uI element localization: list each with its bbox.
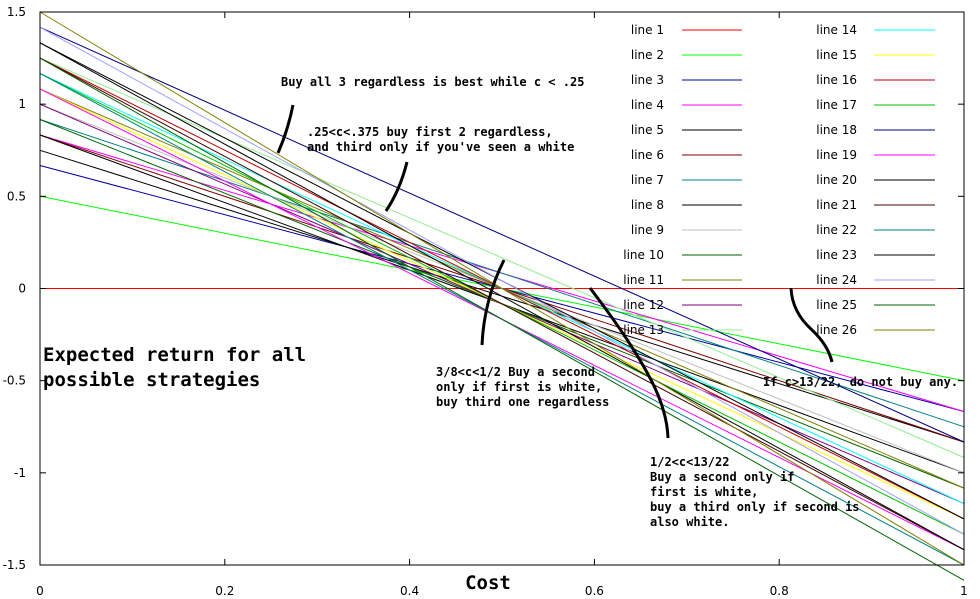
annotation-line: buy a third only if second is (650, 500, 860, 514)
annotation-2: .25<c<.375 buy first 2 regardless, and th… (307, 125, 574, 154)
legend-label: line 21 (816, 198, 857, 212)
legend-label: line 19 (816, 148, 857, 162)
legend-label: line 17 (816, 98, 857, 112)
legend-label: line 18 (816, 123, 857, 137)
bracket-05-1322 (588, 287, 670, 439)
legend-label: line 10 (623, 248, 664, 262)
legend-label: line 20 (816, 173, 857, 187)
bracket-025-0375 (384, 161, 409, 212)
annotation-line: possible strategies (43, 369, 260, 391)
legend-label: line 5 (631, 123, 664, 137)
series-line-21 (39, 57, 965, 551)
legend-label: line 26 (816, 323, 857, 337)
legend-label: line 12 (623, 298, 664, 312)
legend-label: line 24 (816, 273, 857, 287)
x-tick-label: 0.6 (585, 584, 604, 598)
legend-label: line 14 (816, 23, 857, 37)
y-tick-label: 0 (18, 282, 26, 296)
series-line-26 (39, 11, 965, 566)
x-tick-label: 1 (960, 584, 968, 598)
annotation-line: If c>13/22, do not buy any. (763, 375, 958, 389)
y-tick-label: 1 (18, 97, 26, 111)
bracket-gt-1322 (789, 287, 834, 363)
y-tick-label: -1 (14, 466, 26, 480)
annotation-3: 3/8<c<1/2 Buy a second only if first is w… (436, 365, 609, 409)
annotation-line: and third only if you've seen a white (307, 140, 574, 154)
annotation-5: If c>13/22, do not buy any. (763, 375, 958, 389)
annotation-1: Buy all 3 regardless is best while c < .… (281, 75, 584, 89)
series-line-13 (39, 57, 965, 458)
legend-label: line 16 (816, 73, 857, 87)
y-tick-label: 0.5 (7, 189, 26, 203)
series-line-23 (39, 42, 965, 551)
x-axis-label: Cost (465, 572, 511, 594)
bracket-c-lt-025 (276, 104, 295, 154)
series-line-18 (39, 26, 965, 443)
legend-label: line 13 (623, 323, 664, 337)
annotation-line: Buy a second only if (650, 470, 795, 484)
annotation-line: 3/8<c<1/2 Buy a second (436, 365, 595, 379)
series-line-25 (39, 57, 965, 581)
annotation-line: Buy all 3 regardless is best while c < .… (281, 75, 584, 89)
y-tick-label: 1.5 (7, 5, 26, 19)
annotation-4: 1/2<c<13/22 Buy a second only if first is … (650, 455, 860, 529)
legend-label: line 11 (623, 273, 664, 287)
annotation-line: only if first is white, (436, 380, 602, 394)
annotation-line: also white. (650, 515, 729, 529)
legend-label: line 22 (816, 223, 857, 237)
annotations: Buy all 3 regardless is best while c < .… (43, 75, 958, 529)
bracket-0375-05 (480, 259, 506, 346)
plot-lines (39, 11, 965, 581)
annotation-line: Expected return for all (43, 344, 306, 366)
annotation-line: buy third one regardless (436, 395, 609, 409)
legend-label: line 7 (631, 173, 664, 187)
legend-label: line 6 (631, 148, 664, 162)
annotation-6: Expected return for all possible strategi… (43, 344, 306, 391)
axis-ticks: 0 0.2 0.4 0.6 0.8 1 1.5 1 0.5 0 -0.5 -1 -1.5 (3, 5, 968, 598)
x-tick-label: 0.2 (215, 584, 234, 598)
annotation-line: first is white, (650, 485, 758, 499)
annotation-brackets (276, 104, 834, 439)
y-tick-label: -1.5 (3, 558, 26, 572)
x-tick-label: 0.4 (400, 584, 419, 598)
legend-label: line 4 (631, 98, 664, 112)
legend: line 1 line 2 line 3 line 4 line 5 line 6 line… (623, 23, 935, 337)
legend-label: line 3 (631, 73, 664, 87)
annotation-line: .25<c<.375 buy first 2 regardless, (307, 125, 553, 139)
x-tick-label: 0.8 (770, 584, 789, 598)
series-line-24 (39, 26, 965, 535)
legend-label: line 9 (631, 223, 664, 237)
y-tick-label: -0.5 (3, 374, 26, 388)
x-tick-label: 0 (36, 584, 44, 598)
legend-label: line 15 (816, 48, 857, 62)
legend-label: line 23 (816, 248, 857, 262)
legend-label: line 25 (816, 298, 857, 312)
legend-label: line 2 (631, 48, 664, 62)
annotation-line: 1/2<c<13/22 (650, 455, 729, 469)
legend-label: line 1 (631, 23, 664, 37)
legend-label: line 8 (631, 198, 664, 212)
